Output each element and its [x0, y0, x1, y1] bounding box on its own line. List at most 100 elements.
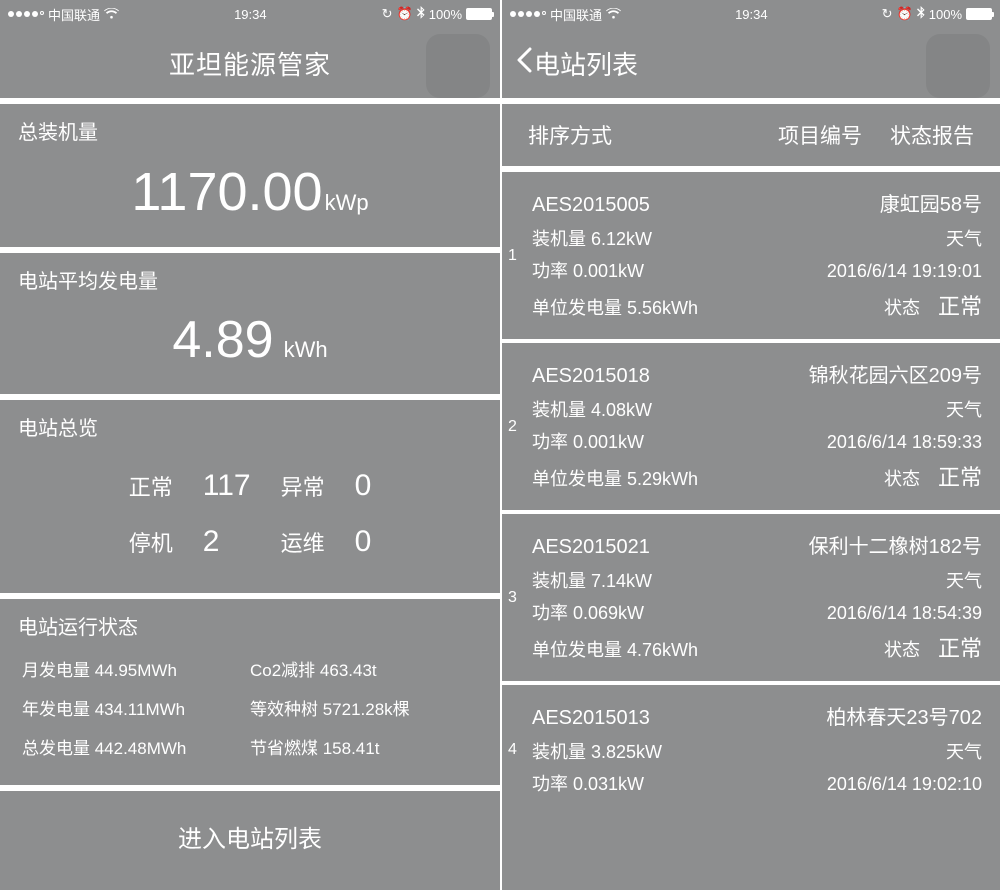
chevron-left-icon [516, 47, 532, 80]
assistive-touch-icon[interactable] [926, 34, 990, 98]
enter-stations-button[interactable]: 进入电站列表 [0, 791, 500, 882]
status-bar: 中国联通 19:34 ↻ ⏰ 100% [502, 0, 1000, 28]
alarm-icon: ⏰ [897, 6, 913, 22]
bluetooth-icon [917, 6, 925, 22]
tab-status[interactable]: 状态报告 [890, 120, 974, 150]
overview-panel: 电站总览 正常 117 异常 0 停机 2 运维 0 [0, 400, 500, 593]
running-panel: 电站运行状态 月发电量 44.95MWhCo2减排 463.43t年发电量 43… [0, 599, 500, 785]
tab-project[interactable]: 项目编号 [778, 120, 862, 150]
station-weather: 天气 [946, 225, 982, 251]
station-time: 2016/6/14 19:19:01 [827, 261, 982, 282]
nav-bar: 电站列表 [502, 28, 1000, 98]
station-capacity: 装机量 3.825kW [532, 738, 662, 764]
station-status-label: 状态 [884, 465, 920, 491]
station-name: 锦秋花园六区209号 [809, 359, 982, 388]
dashboard-screen: 中国联通 19:34 ↻ ⏰ 100% 亚坦能源管家 总装机量 1170.00k… [0, 0, 500, 890]
capacity-unit: kWp [325, 190, 369, 215]
abnormal-value: 0 [355, 469, 372, 503]
station-id: AES2015013 [532, 707, 650, 730]
clock-label: 19:34 [234, 7, 267, 22]
alarm-icon: ⏰ [397, 6, 413, 22]
station-item[interactable]: 4 AES2015013 柏林春天23号702 装机量 3.825kW 天气 功… [502, 685, 1000, 814]
running-label: 电站运行状态 [18, 611, 482, 640]
down-value: 2 [203, 525, 251, 559]
battery-icon [966, 8, 992, 20]
capacity-label: 总装机量 [18, 116, 482, 145]
station-status-value: 正常 [938, 460, 982, 492]
station-power: 功率 0.001kW [532, 428, 644, 454]
station-index: 4 [508, 741, 517, 759]
station-id: AES2015018 [532, 365, 650, 388]
station-index: 2 [508, 418, 517, 436]
overview-label: 电站总览 [18, 412, 482, 441]
station-power: 功率 0.069kW [532, 599, 644, 625]
orientation-lock-icon: ↻ [382, 6, 393, 22]
avg-unit: kWh [284, 337, 328, 362]
tab-sort[interactable]: 排序方式 [528, 120, 612, 150]
station-time: 2016/6/14 18:59:33 [827, 432, 982, 453]
station-time: 2016/6/14 18:54:39 [827, 603, 982, 624]
station-name: 柏林春天23号702 [826, 701, 982, 730]
orientation-lock-icon: ↻ [882, 6, 893, 22]
back-label: 电站列表 [534, 45, 638, 82]
normal-label: 正常 [129, 470, 173, 502]
station-status-value: 正常 [938, 631, 982, 663]
station-item[interactable]: 2 AES2015018 锦秋花园六区209号 装机量 4.08kW 天气 功率… [502, 343, 1000, 510]
running-stat: 总发电量 442.48MWh [22, 734, 250, 759]
battery-pct-label: 100% [929, 7, 962, 22]
station-status-value: 正常 [938, 289, 982, 321]
capacity-value: 1170.00 [131, 161, 322, 223]
running-stat: 年发电量 434.11MWh [22, 695, 250, 720]
station-unitgen: 单位发电量 5.29kWh [532, 465, 698, 491]
station-weather: 天气 [946, 738, 982, 764]
bluetooth-icon [417, 6, 425, 22]
status-bar: 中国联通 19:34 ↻ ⏰ 100% [0, 0, 500, 28]
battery-icon [466, 8, 492, 20]
running-stat: 等效种树 5721.28k棵 [250, 695, 478, 720]
running-stat: 节省燃煤 158.41t [250, 734, 478, 759]
station-id: AES2015021 [532, 536, 650, 559]
signal-dots-icon [8, 11, 44, 17]
running-stat: 月发电量 44.95MWh [22, 656, 250, 681]
avg-label: 电站平均发电量 [18, 265, 482, 294]
station-name: 保利十二橡树182号 [809, 530, 982, 559]
station-unitgen: 单位发电量 4.76kWh [532, 636, 698, 662]
maint-label: 运维 [281, 526, 325, 558]
station-weather: 天气 [946, 567, 982, 593]
assistive-touch-icon[interactable] [426, 34, 490, 98]
station-list: 1 AES2015005 康虹园58号 装机量 6.12kW 天气 功率 0.0… [502, 172, 1000, 814]
station-status-label: 状态 [884, 636, 920, 662]
station-index: 1 [508, 247, 517, 265]
station-capacity: 装机量 4.08kW [532, 396, 652, 422]
maint-value: 0 [355, 525, 372, 559]
carrier-label: 中国联通 [550, 5, 602, 24]
wifi-icon [606, 7, 621, 22]
down-label: 停机 [129, 526, 173, 558]
station-list-screen: 中国联通 19:34 ↻ ⏰ 100% 电站列表 排序方式 项目编 [500, 0, 1000, 890]
station-item[interactable]: 3 AES2015021 保利十二橡树182号 装机量 7.14kW 天气 功率… [502, 514, 1000, 681]
signal-dots-icon [510, 11, 546, 17]
avg-value: 4.89 [172, 310, 273, 370]
page-title: 亚坦能源管家 [169, 45, 331, 82]
station-status-label: 状态 [884, 294, 920, 320]
station-capacity: 装机量 7.14kW [532, 567, 652, 593]
station-item[interactable]: 1 AES2015005 康虹园58号 装机量 6.12kW 天气 功率 0.0… [502, 172, 1000, 339]
station-unitgen: 单位发电量 5.56kWh [532, 294, 698, 320]
tab-bar: 排序方式 项目编号 状态报告 [502, 104, 1000, 166]
station-capacity: 装机量 6.12kW [532, 225, 652, 251]
back-button[interactable]: 电站列表 [516, 45, 638, 82]
abnormal-label: 异常 [281, 470, 325, 502]
station-index: 3 [508, 589, 517, 607]
station-id: AES2015005 [532, 194, 650, 217]
clock-label: 19:34 [735, 7, 768, 22]
running-stat: Co2减排 463.43t [250, 656, 478, 681]
station-power: 功率 0.001kW [532, 257, 644, 283]
station-name: 康虹园58号 [880, 188, 982, 217]
battery-pct-label: 100% [429, 7, 462, 22]
station-time: 2016/6/14 19:02:10 [827, 774, 982, 795]
carrier-label: 中国联通 [48, 5, 100, 24]
station-weather: 天气 [946, 396, 982, 422]
normal-value: 117 [203, 469, 251, 503]
wifi-icon [104, 7, 119, 22]
capacity-panel: 总装机量 1170.00kWp [0, 104, 500, 247]
